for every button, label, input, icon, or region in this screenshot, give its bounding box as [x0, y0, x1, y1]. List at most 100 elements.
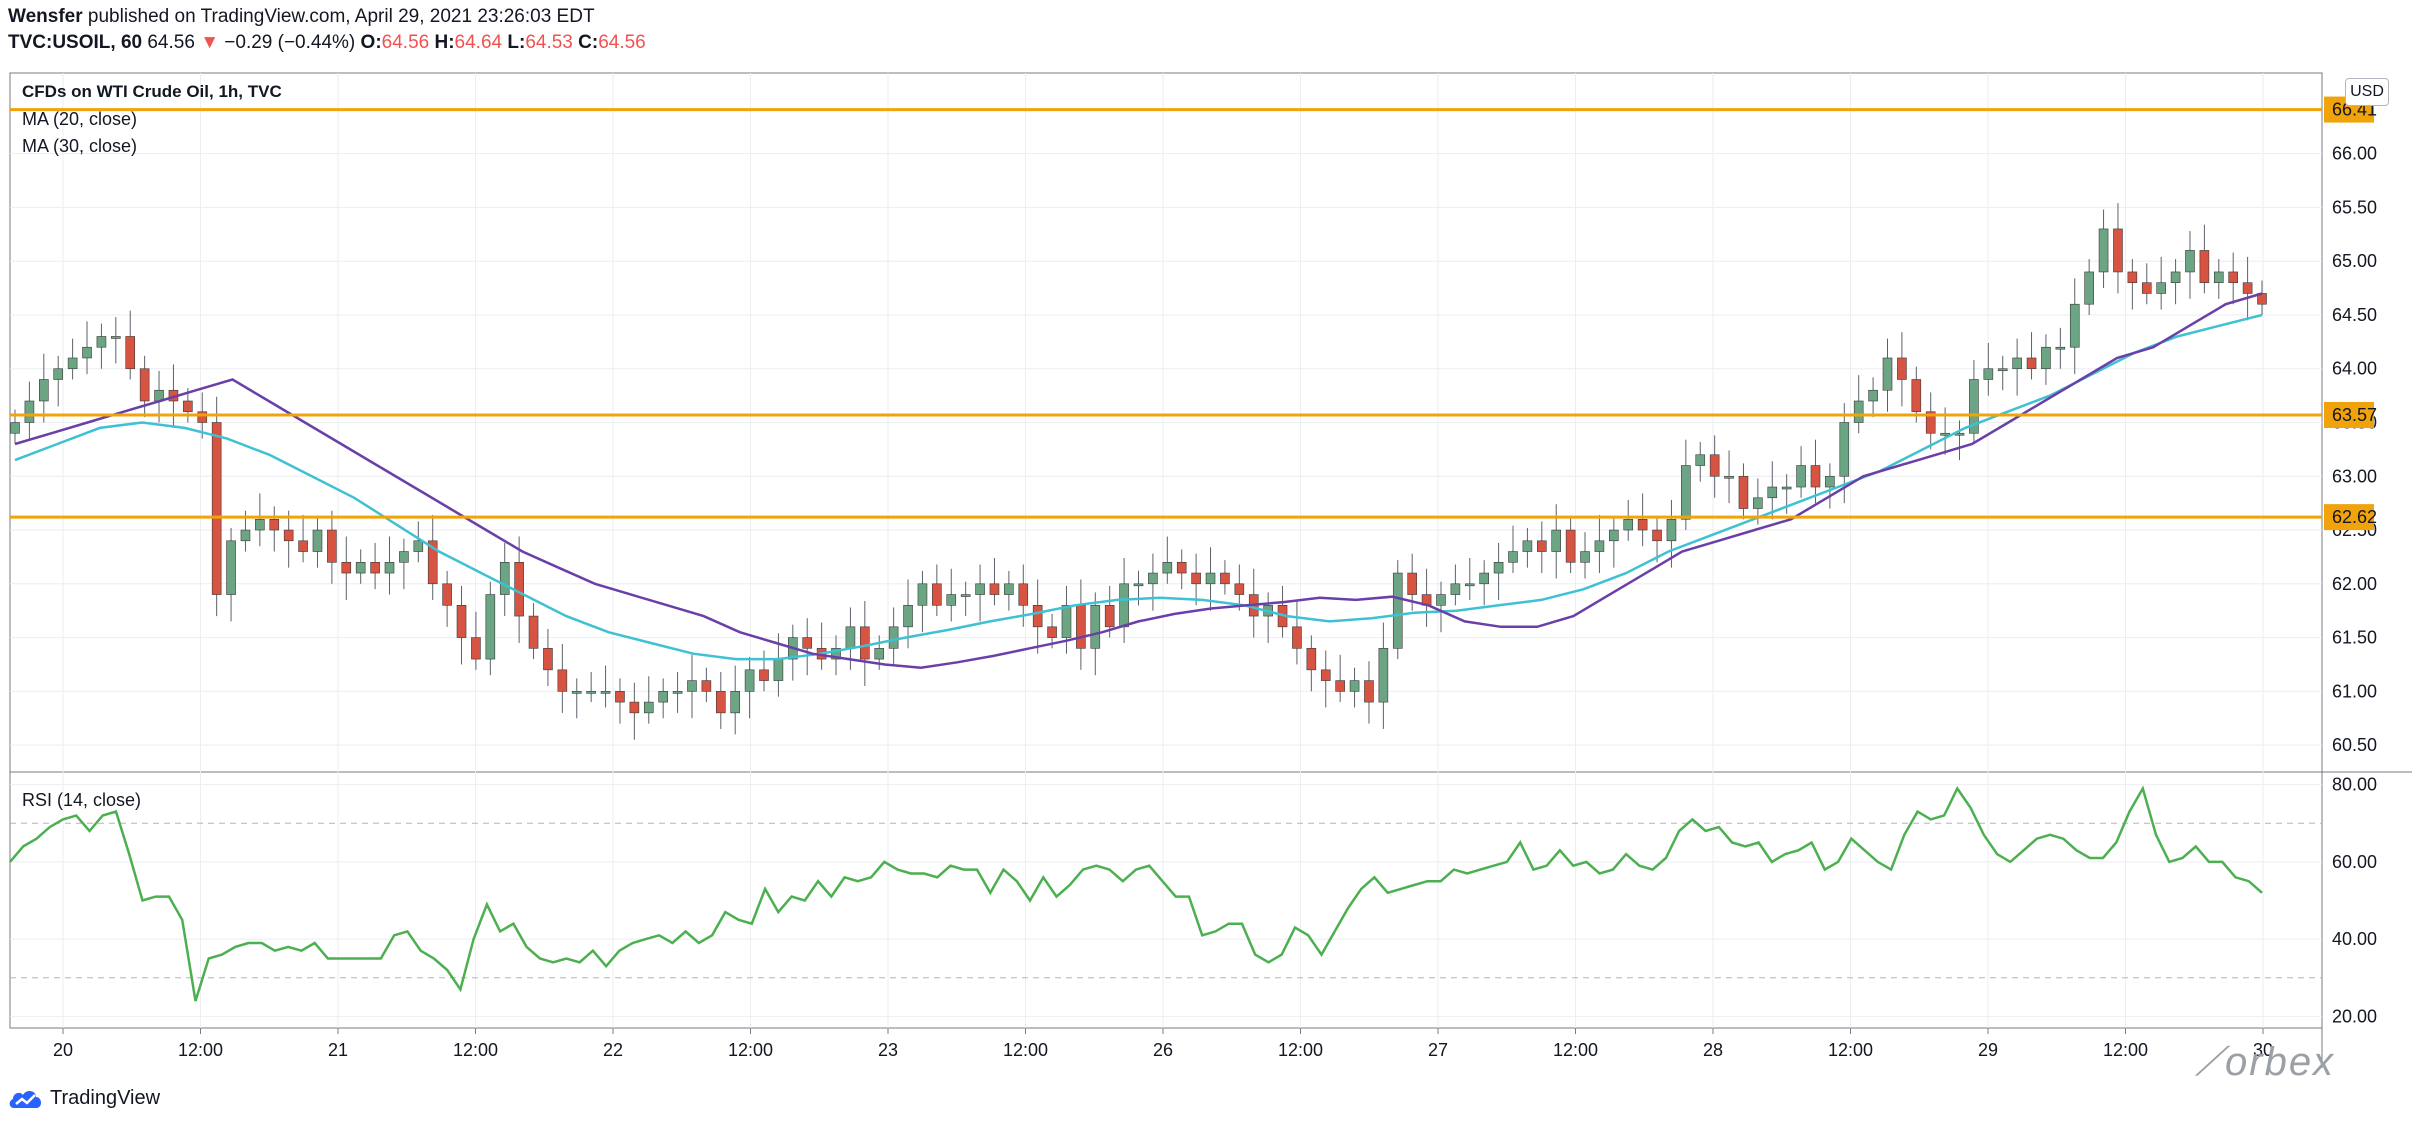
candle-up: [1781, 486, 1792, 490]
y-tick-label: 64.50: [2332, 305, 2377, 325]
y-tick-label: 61.00: [2332, 681, 2377, 701]
ma30-legend: MA (30, close): [22, 136, 138, 156]
candle-up: [1623, 518, 1634, 531]
level-label-bg: [2324, 401, 2374, 428]
x-tick-label: 12:00: [1003, 1040, 1048, 1060]
candle-up: [96, 336, 107, 348]
candle-down: [1709, 454, 1720, 477]
candle-up: [658, 691, 668, 703]
candle-down: [1320, 669, 1331, 681]
candle-up: [485, 594, 496, 660]
level-label-bg: [2324, 504, 2374, 531]
candle-up: [975, 583, 985, 595]
candle-down: [1032, 605, 1043, 628]
candle-down: [2113, 228, 2123, 273]
candle-up: [1594, 540, 1605, 552]
symbol-info: TVC:USOIL, 60 64.56 ▼ −0.29 (−0.44%) O:6…: [8, 32, 646, 54]
candle-down: [2026, 357, 2037, 370]
candle-down: [1738, 475, 1749, 509]
rsi-tick-label: 40.00: [2332, 929, 2377, 949]
candle-up: [2098, 228, 2109, 273]
candle-up: [1133, 583, 1144, 587]
down-arrow-icon: ▼: [200, 32, 219, 53]
x-tick-label: 23: [878, 1040, 898, 1060]
candle-up: [730, 691, 740, 714]
candle-down: [298, 540, 308, 552]
candle-up: [2012, 357, 2022, 370]
y-tick-label: 65.50: [2332, 197, 2377, 217]
candle-up: [874, 648, 885, 660]
candle-down: [514, 561, 524, 617]
x-tick-label: 12:00: [2103, 1040, 2148, 1060]
x-tick-label: 12:00: [453, 1040, 498, 1060]
candle-up: [82, 346, 92, 359]
candle-up: [1450, 583, 1461, 595]
candle-up: [1580, 551, 1590, 563]
x-tick-label: 29: [1978, 1040, 1998, 1060]
candle-up: [1061, 605, 1072, 638]
candle-up: [355, 561, 366, 574]
candle-down: [528, 615, 539, 649]
orbex-logo-icon: ⟋: [2195, 1040, 2225, 1084]
candle-up: [1148, 572, 1158, 585]
brand-name: TradingView: [50, 1087, 161, 1109]
candle-up: [1724, 475, 1734, 479]
candle-down: [1234, 583, 1245, 595]
y-tick-label: 63.00: [2332, 466, 2377, 486]
candle-down: [1104, 605, 1115, 628]
candle-down: [2141, 282, 2152, 294]
candle-up: [226, 540, 236, 595]
candle-down: [471, 637, 481, 660]
candle-up: [399, 551, 409, 563]
level-label: 63.57: [2332, 405, 2377, 425]
candle-down: [183, 400, 193, 413]
candle-up: [643, 701, 654, 714]
level-label: 62.62: [2332, 507, 2377, 527]
candle-up: [1969, 379, 1979, 434]
candle-down: [2257, 293, 2267, 305]
candle-up: [1666, 518, 1677, 542]
x-tick-label: 28: [1703, 1040, 1723, 1060]
low-label: L:: [507, 32, 526, 53]
x-tick-label: 22: [603, 1040, 623, 1060]
candle-down: [370, 561, 380, 574]
y-tick-label: 65.00: [2332, 251, 2377, 271]
candle-up: [960, 594, 971, 597]
y-tick-label: 61.50: [2332, 628, 2377, 648]
candle-down: [2228, 271, 2238, 284]
candle-up: [1004, 583, 1014, 595]
candle-down: [2127, 271, 2138, 284]
candle-up: [1609, 529, 1619, 542]
candle-up: [1882, 357, 1893, 391]
candle-up: [1839, 422, 1850, 477]
candle-up: [1940, 432, 1950, 436]
rsi-line: [9, 785, 2263, 1002]
candle-up: [888, 626, 899, 649]
candle-up: [67, 357, 78, 370]
candle-up: [39, 379, 49, 402]
candle-down: [715, 691, 726, 714]
candle-down: [1220, 572, 1230, 585]
candle-down: [2199, 250, 2210, 284]
candle-up: [1825, 475, 1835, 488]
candle-up: [1119, 583, 1129, 628]
candle-up: [2156, 282, 2166, 294]
candle-up: [1392, 572, 1403, 649]
candle-down: [125, 336, 136, 370]
currency-button[interactable]: USD: [2345, 78, 2389, 106]
candle-up: [744, 669, 755, 692]
x-tick-label: 21: [328, 1040, 348, 1060]
ma20-line: [14, 292, 2263, 669]
candle-down: [2242, 282, 2253, 294]
candle-down: [701, 680, 712, 692]
candle-up: [773, 658, 784, 681]
candle-up: [1695, 454, 1706, 466]
close-value: 64.56: [598, 32, 646, 53]
candle-up: [53, 368, 64, 380]
candle-up: [2041, 346, 2051, 370]
candle-down: [1407, 572, 1417, 595]
tradingview-logo[interactable]: TradingView: [8, 1087, 160, 1110]
candle-down: [1652, 529, 1662, 542]
y-tick-label: 66.00: [2332, 144, 2377, 164]
